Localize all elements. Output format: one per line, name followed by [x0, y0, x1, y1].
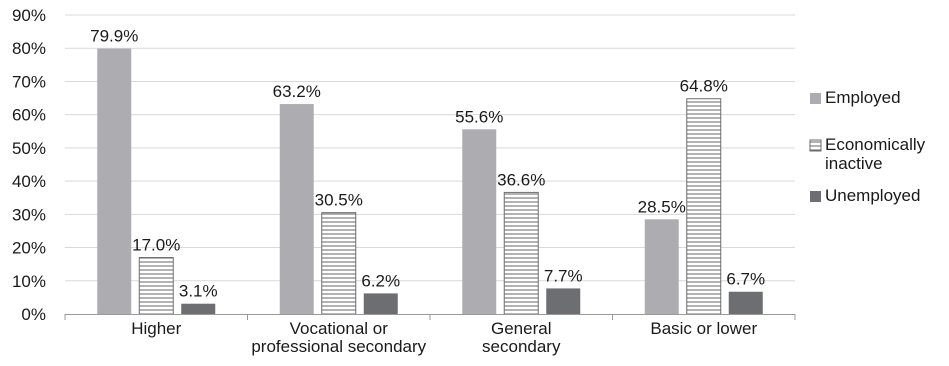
data-label: 28.5%	[638, 197, 686, 216]
x-category-label: Basic or lower	[650, 319, 757, 338]
y-tick-label: 40%	[12, 172, 46, 191]
bar-employed	[644, 219, 679, 314]
y-axis: 0% 10% 20% 30% 40% 50% 60% 70% 80% 90%	[12, 6, 46, 324]
x-category-label: General	[491, 319, 551, 338]
y-tick-label: 90%	[12, 6, 46, 25]
y-tick-label: 60%	[12, 106, 46, 125]
x-category-label: professional secondary	[251, 337, 426, 356]
data-label: 6.2%	[361, 271, 400, 290]
data-label: 17.0%	[132, 236, 180, 255]
y-tick-label: 20%	[12, 239, 46, 258]
y-tick-label: 70%	[12, 72, 46, 91]
legend-swatch	[810, 191, 821, 202]
y-tick-label: 10%	[12, 272, 46, 291]
bar-economically-inactive	[321, 212, 357, 315]
bars	[97, 48, 763, 315]
data-label: 79.9%	[90, 27, 138, 46]
data-label: 30.5%	[315, 191, 363, 210]
data-label: 3.1%	[179, 282, 218, 301]
legend-label: Economically	[825, 135, 926, 154]
gridlines	[65, 14, 795, 282]
bar-economically-inactive	[138, 257, 174, 315]
data-label: 55.6%	[455, 107, 503, 126]
bar-employed	[462, 129, 497, 314]
bar-employed	[279, 104, 314, 314]
bar-unemployed	[728, 291, 763, 314]
data-labels: 79.9% 17.0% 3.1% 63.2% 30.5% 6.2% 55.6% 36.6% 7.…	[90, 27, 765, 301]
x-category-label: secondary	[482, 337, 561, 356]
legend-label: inactive	[825, 154, 883, 173]
legend-label: Unemployed	[825, 186, 920, 205]
y-tick-label: 50%	[12, 139, 46, 158]
bar-unemployed	[546, 288, 581, 314]
x-category-label: Vocational or	[290, 319, 389, 338]
y-tick-label: 80%	[12, 39, 46, 58]
bar-economically-inactive	[686, 98, 722, 315]
bar-economically-inactive	[503, 191, 539, 315]
legend-swatch	[809, 139, 822, 152]
data-label: 63.2%	[273, 82, 321, 101]
y-tick-label: 0%	[21, 305, 46, 324]
legend-swatch	[810, 93, 821, 104]
data-label: 36.6%	[497, 170, 545, 189]
legend-label: Employed	[825, 88, 901, 107]
bar-unemployed	[363, 293, 398, 314]
data-label: 6.7%	[726, 270, 765, 289]
y-tick-label: 30%	[12, 205, 46, 224]
data-label: 7.7%	[544, 266, 583, 285]
data-label: 64.8%	[680, 77, 728, 96]
x-category-label: Higher	[131, 319, 181, 338]
bar-unemployed	[181, 303, 216, 314]
bar-employed	[97, 48, 132, 314]
